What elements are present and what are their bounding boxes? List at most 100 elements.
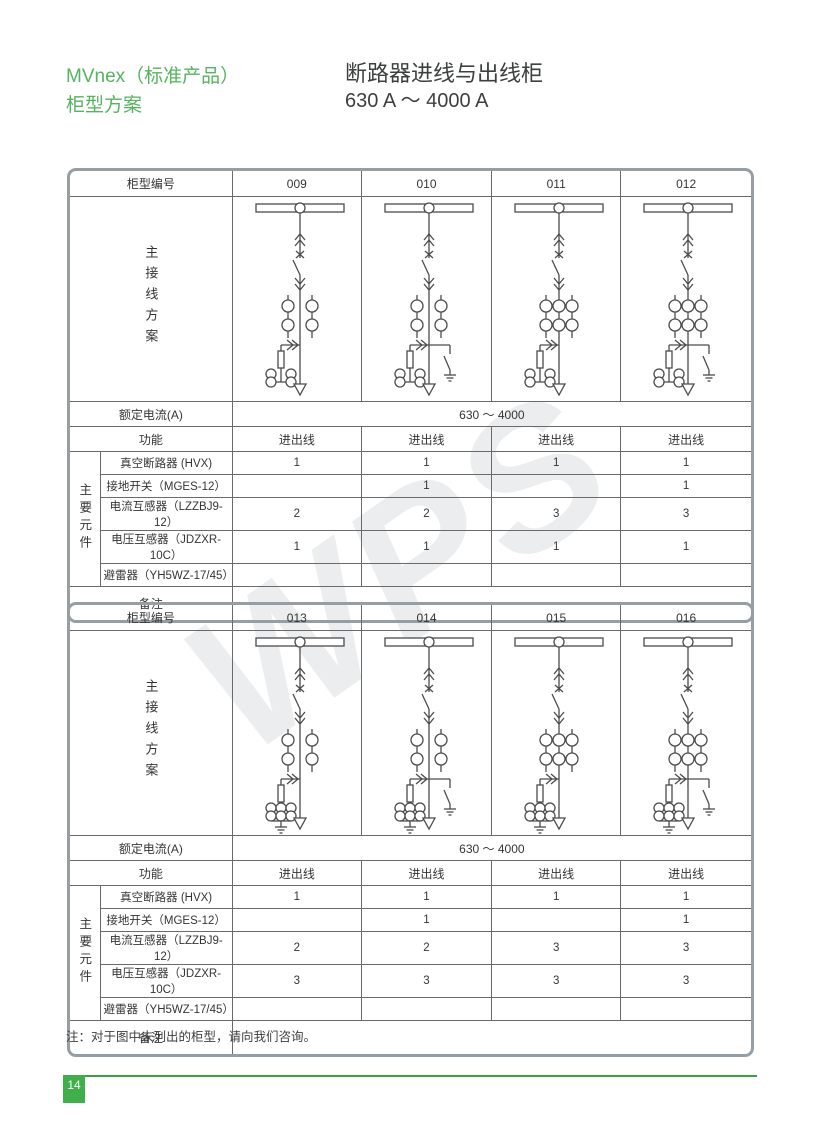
component-value: 3 [360,964,493,998]
single-line-diagram [255,202,345,397]
component-value: 2 [231,931,362,965]
rated-current-label: 额定电流(A) [70,835,233,861]
component-value: 3 [491,931,622,965]
component-value: 3 [620,931,751,965]
component-label: 电流互感器（LZZBJ9-12） [99,931,233,965]
table-row: 额定电流(A) 630 ～ 4000 [70,835,751,861]
function-value: 进出线 [491,426,622,452]
page-subtitle: 630 A ～ 4000 A [345,90,489,112]
component-value [491,563,622,587]
cabinet-id: 009 [231,171,362,197]
component-value [491,908,622,932]
main-components-label: 主要元件 [70,451,101,587]
component-value: 3 [491,497,622,531]
diagram-cell [231,630,362,836]
component-label: 电压互感器（JDZXR-10C） [99,530,233,564]
component-label: 接地开关（MGES-12） [99,474,233,498]
table-row: 主接线方案 [70,630,751,836]
component-value [360,563,493,587]
component-value: 1 [620,530,751,564]
single-line-diagram [384,202,474,397]
table-row: 接地开关（MGES-12） 1 1 [70,474,751,498]
product-family-heading: MVnex（标准产品） 柜型方案 [66,62,239,120]
cabinet-id: 012 [620,171,751,197]
remark-label: 备注 [70,1020,233,1054]
main-scheme-label: 主接线方案 [70,630,233,836]
table-row: 柜型编号 013 014 015 016 [70,605,751,631]
component-value: 2 [360,931,493,965]
product-family-line2: 柜型方案 [66,95,143,116]
cabinet-table-013-016: 柜型编号 013 014 015 016 主接线方案 额定电流(A) 630 ～ 4000 功能… [67,602,754,1057]
component-value [231,563,362,587]
component-value: 3 [620,497,751,531]
component-value: 2 [231,497,362,531]
rated-current-value: 630 ～ 4000 [231,401,751,427]
component-value: 1 [360,451,493,475]
table-row: 电流互感器（LZZBJ9-12） 2 2 3 3 [70,497,751,531]
component-value: 1 [360,530,493,564]
component-value: 3 [231,964,362,998]
table-row: 接地开关（MGES-12） 1 1 [70,908,751,932]
table-row: 主要元件 真空断路器 (HVX) 1 1 1 1 [70,451,751,587]
component-value [620,563,751,587]
single-line-diagram [643,636,733,834]
component-value: 1 [620,474,751,498]
single-line-diagram [255,636,345,834]
single-line-diagram [384,636,474,834]
rated-current-value: 630 ～ 4000 [231,835,751,861]
function-value: 进出线 [491,860,622,886]
diagram-cell [620,630,751,836]
cabinet-no-label: 柜型编号 [70,171,233,197]
function-value: 进出线 [231,860,362,886]
component-value: 3 [491,964,622,998]
table-row: 主要元件 真空断路器 (HVX) 1 1 1 1 [70,885,751,1021]
single-line-diagram [643,202,733,397]
component-value [491,997,622,1021]
diagram-cell [231,196,362,402]
table-row: 柜型编号 009 010 011 012 [70,171,751,197]
main-components-label: 主要元件 [70,885,101,1021]
diagram-cell [491,630,622,836]
component-value: 1 [620,885,751,909]
cabinet-table-009-012: 柜型编号 009 010 011 012 主接线方案 额定电流(A) 630 ～ 4000 功能… [67,168,754,623]
cabinet-id: 016 [620,605,751,631]
table-row: 电压互感器（JDZXR-10C） 1 1 1 1 [70,530,751,564]
function-label: 功能 [70,860,233,886]
diagram-cell [491,196,622,402]
component-value [620,997,751,1021]
main-scheme-label: 主接线方案 [70,196,233,402]
table-row: 功能 进出线 进出线 进出线 进出线 [70,860,751,886]
function-value: 进出线 [360,426,493,452]
function-value: 进出线 [620,860,751,886]
component-value: 1 [231,885,362,909]
component-label: 避雷器（YH5WZ-17/45） [99,563,233,587]
component-value: 1 [491,530,622,564]
function-value: 进出线 [360,860,493,886]
page-title-block: 断路器进线与出线柜 630 A ～ 4000 A [345,60,543,114]
table-row: 功能 进出线 进出线 进出线 进出线 [70,426,751,452]
component-value: 1 [491,885,622,909]
component-value: 2 [360,497,493,531]
diagram-cell [620,196,751,402]
diagram-cell [360,196,493,402]
component-value [231,997,362,1021]
rated-current-label: 额定电流(A) [70,401,233,427]
function-value: 进出线 [231,426,362,452]
table-row: 额定电流(A) 630 ～ 4000 [70,401,751,427]
table-row: 避雷器（YH5WZ-17/45） [70,563,751,587]
component-value: 1 [360,474,493,498]
component-value: 1 [231,451,362,475]
footnote: 注：对于图中未列出的柜型，请向我们咨询。 [66,1030,317,1044]
page-number: 14 [63,1075,85,1103]
component-value [231,474,362,498]
cabinet-no-label: 柜型编号 [70,605,233,631]
cabinet-id: 013 [231,605,362,631]
component-value: 1 [620,451,751,475]
table-row: 电流互感器（LZZBJ9-12） 2 2 3 3 [70,931,751,965]
component-value: 1 [360,885,493,909]
footer-rule [63,1075,757,1077]
component-label: 电压互感器（JDZXR-10C） [99,964,233,998]
table-row: 备注 [70,1020,751,1054]
component-label: 避雷器（YH5WZ-17/45） [99,997,233,1021]
page-title: 断路器进线与出线柜 [345,61,544,86]
